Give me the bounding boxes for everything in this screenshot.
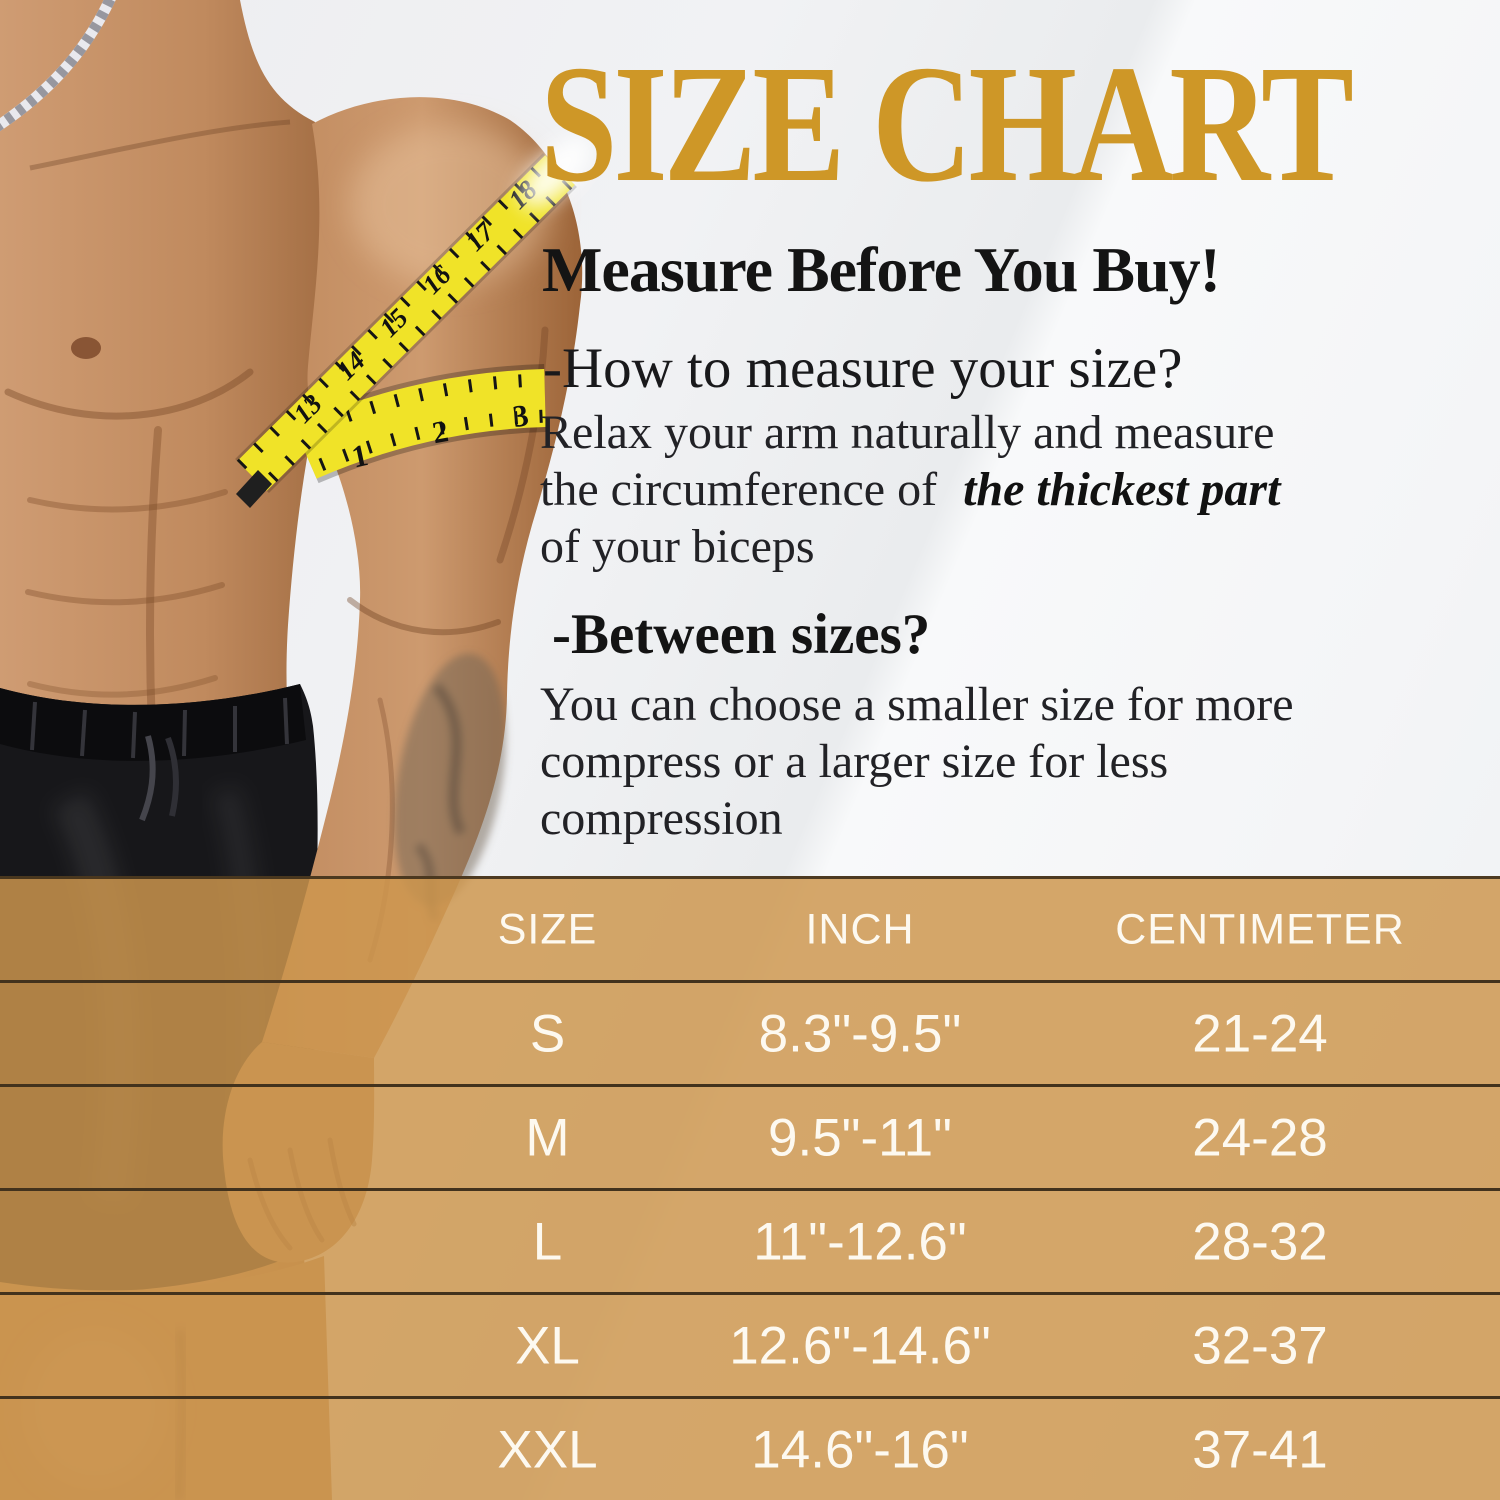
how-to-line1: Relax your arm naturally and measure xyxy=(540,406,1275,459)
tape-number: 3 xyxy=(510,397,530,434)
column-header-inch: INCH xyxy=(805,905,915,953)
cell-size: S xyxy=(529,1004,566,1063)
cell-centimeter: 21-24 xyxy=(1192,1004,1328,1063)
subtitle: Measure Before You Buy! xyxy=(542,234,1221,305)
between-line3: compression xyxy=(540,792,783,845)
how-to-line2: the circumference of the thickest part xyxy=(540,461,1280,518)
table-header-row: SIZE INCH CENTIMETER xyxy=(0,879,1500,980)
table-row: S 8.3"-9.5" 21-24 xyxy=(0,980,1500,1084)
table-row: XXL 14.6"-16" 37-41 xyxy=(0,1396,1500,1500)
between-sizes-heading: -Between sizes? xyxy=(552,603,931,666)
between-sizes-text: You can choose a smaller size for more c… xyxy=(540,676,1294,847)
between-line1: You can choose a smaller size for more xyxy=(540,678,1294,731)
how-to-text: Relax your arm naturally and measure the… xyxy=(540,404,1280,575)
tape-tip xyxy=(236,470,272,508)
how-to-line2-prefix: the circumference of xyxy=(540,463,950,516)
how-to-heading: -How to measure your size? xyxy=(543,337,1183,400)
how-to-line3: of your biceps xyxy=(540,520,815,573)
cell-inch: 8.3"-9.5" xyxy=(758,1004,962,1063)
size-table: SIZE INCH CENTIMETER S 8.3"-9.5" 21-24 M… xyxy=(0,876,1500,1500)
cell-centimeter: 24-28 xyxy=(1192,1108,1328,1167)
nipple xyxy=(71,337,101,359)
tape-number: 2 xyxy=(430,413,451,450)
table-row: L 11"-12.6" 28-32 xyxy=(0,1188,1500,1292)
measuring-tape-strip: 13 14 15 16 17 18 xyxy=(235,136,592,508)
column-header-centimeter: CENTIMETER xyxy=(1115,905,1405,953)
cell-centimeter: 28-32 xyxy=(1192,1212,1328,1271)
cell-size: XL xyxy=(515,1316,580,1375)
cell-inch: 14.6"-16" xyxy=(751,1420,969,1479)
cell-centimeter: 37-41 xyxy=(1192,1420,1328,1479)
cell-size: XXL xyxy=(497,1420,598,1479)
drawstring xyxy=(139,735,156,822)
table-row: XL 12.6"-14.6" 32-37 xyxy=(0,1292,1500,1396)
page-title: SIZE CHART xyxy=(540,31,1354,217)
cell-centimeter: 32-37 xyxy=(1192,1316,1328,1375)
cell-size: M xyxy=(525,1108,570,1167)
measuring-tape-band: 1 2 3 xyxy=(291,364,550,484)
table-row: M 9.5"-11" 24-28 xyxy=(0,1084,1500,1188)
chain-necklace xyxy=(0,0,116,132)
cell-inch: 11"-12.6" xyxy=(753,1212,967,1271)
tape-number: 1 xyxy=(349,437,371,474)
column-header-size: SIZE xyxy=(497,905,598,953)
cell-size: L xyxy=(532,1212,563,1271)
how-to-line2-emphasis: the thickest part xyxy=(963,463,1281,516)
between-line2: compress or a larger size for less xyxy=(540,735,1169,788)
cell-inch: 12.6"-14.6" xyxy=(729,1316,991,1375)
cell-inch: 9.5"-11" xyxy=(768,1108,952,1167)
